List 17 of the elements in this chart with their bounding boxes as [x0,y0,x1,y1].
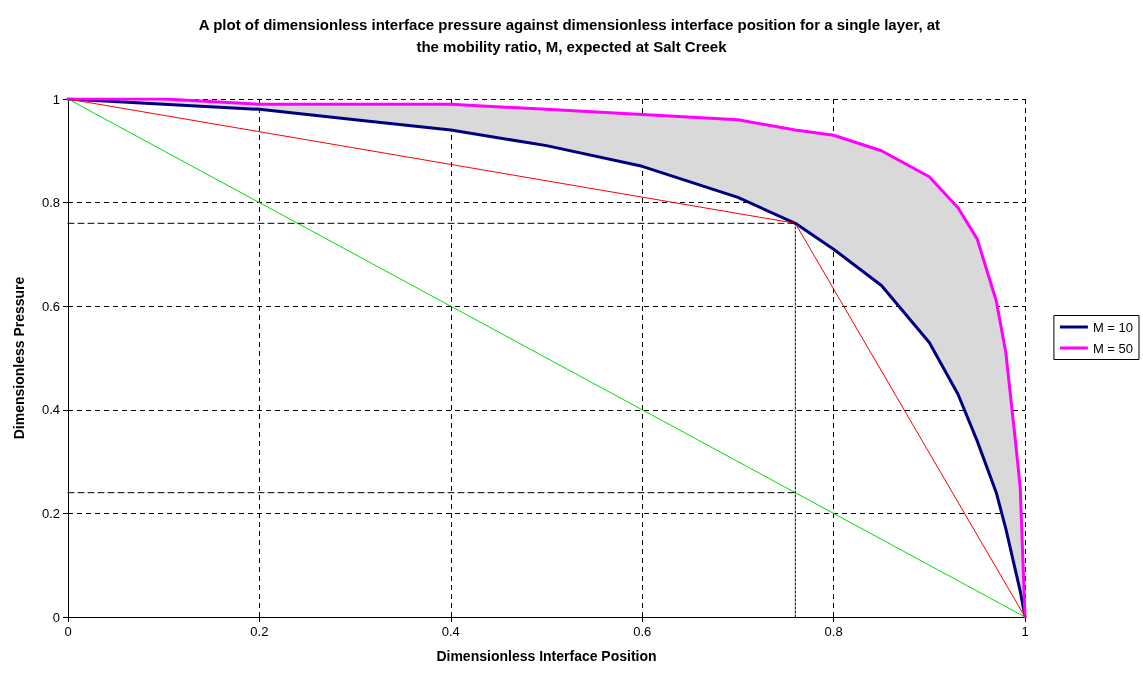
legend-label: M = 10 [1092,319,1133,335]
y-axis-title: Dimensionless Pressure [11,276,27,440]
chart-title: A plot of dimensionless interface pressure against dimensionless interface position for a single layer, at the mobility ratio, M, expected at Salt Creek [198,15,945,55]
y-tick-label: 0.2 [41,505,60,521]
y-tick-label: 0.6 [41,298,60,314]
x-tick-label: 0 [64,624,72,639]
x-tick-label: 0.4 [441,624,460,639]
x-tick-label: 0.6 [633,624,652,639]
x-axis-title: Dimensionless Interface Position [436,648,657,664]
x-tick-label: 0.2 [250,624,269,639]
y-tick-label: 0 [52,609,60,625]
y-tick-label: 1 [52,91,60,107]
y-tick-label: 0.4 [41,402,60,418]
x-tick-label: 0.8 [824,624,843,639]
legend-label: M = 50 [1092,340,1133,356]
y-tick-label: 0.8 [41,195,60,211]
x-tick-label: 1 [1021,624,1029,639]
